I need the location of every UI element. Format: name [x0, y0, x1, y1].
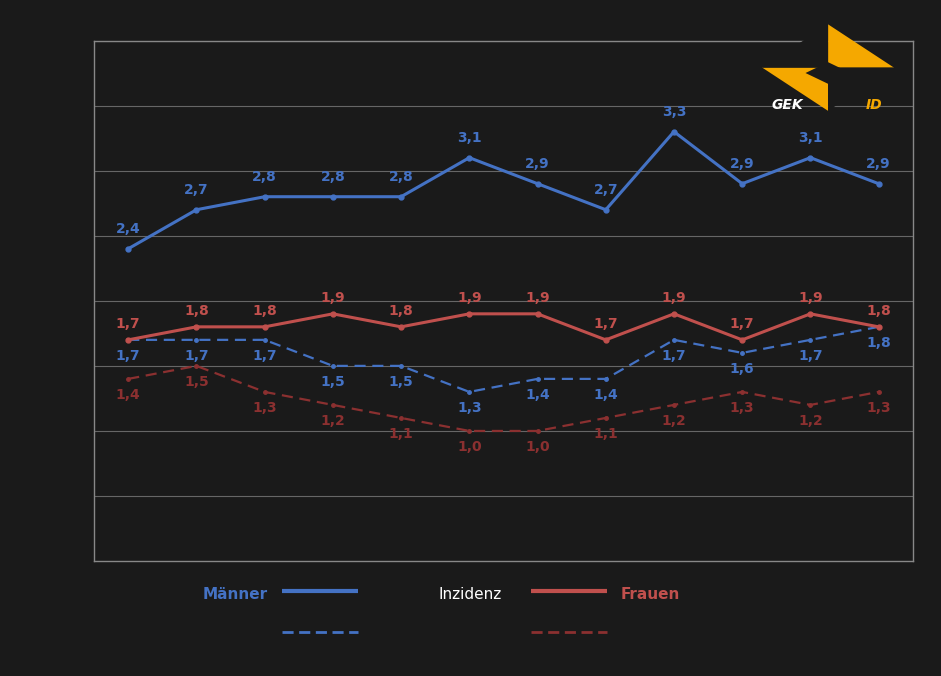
Text: 3,1: 3,1	[457, 130, 482, 145]
Text: 1,7: 1,7	[594, 317, 618, 331]
Text: 2,9: 2,9	[730, 157, 755, 170]
Text: 1,4: 1,4	[116, 388, 140, 402]
Text: 1,9: 1,9	[798, 291, 822, 305]
Text: 1,3: 1,3	[252, 401, 277, 415]
Text: 1,2: 1,2	[662, 414, 686, 428]
Text: 1,8: 1,8	[252, 304, 277, 318]
Text: 1,0: 1,0	[525, 440, 550, 454]
Text: 1,8: 1,8	[867, 304, 891, 318]
Text: 3,1: 3,1	[798, 130, 822, 145]
Text: Frauen: Frauen	[621, 587, 680, 602]
Text: 1,1: 1,1	[389, 427, 413, 441]
Text: 3,3: 3,3	[662, 105, 686, 118]
Text: 2,7: 2,7	[184, 183, 209, 197]
Text: 1,7: 1,7	[798, 349, 822, 363]
Text: 1,9: 1,9	[662, 291, 686, 305]
Text: 2,8: 2,8	[252, 170, 277, 184]
Text: ID: ID	[866, 98, 883, 112]
Polygon shape	[805, 62, 851, 84]
Text: 2,8: 2,8	[389, 170, 413, 184]
Text: 1,7: 1,7	[662, 349, 686, 363]
Text: 1,3: 1,3	[457, 401, 482, 415]
Text: 1,0: 1,0	[457, 440, 482, 454]
Text: 1,9: 1,9	[321, 291, 345, 305]
Text: GEK: GEK	[772, 98, 804, 112]
Text: 2,4: 2,4	[116, 222, 140, 236]
Text: 1,8: 1,8	[867, 336, 891, 350]
Text: 1,5: 1,5	[184, 375, 209, 389]
Text: 1,3: 1,3	[730, 401, 755, 415]
Polygon shape	[828, 24, 894, 68]
Text: 1,7: 1,7	[116, 317, 140, 331]
Text: Inzidenz: Inzidenz	[439, 587, 502, 602]
Text: 2,7: 2,7	[594, 183, 618, 197]
Text: 1,2: 1,2	[798, 414, 822, 428]
Text: 1,7: 1,7	[730, 317, 755, 331]
Text: 1,2: 1,2	[321, 414, 345, 428]
Polygon shape	[762, 68, 828, 111]
Text: 1,7: 1,7	[252, 349, 277, 363]
Polygon shape	[762, 24, 828, 68]
Text: 1,5: 1,5	[321, 375, 345, 389]
Text: 1,9: 1,9	[457, 291, 482, 305]
Text: 2,9: 2,9	[867, 157, 891, 170]
Text: 1,8: 1,8	[389, 304, 413, 318]
Text: 2,9: 2,9	[525, 157, 550, 170]
Text: 1,3: 1,3	[867, 401, 891, 415]
Text: Männer: Männer	[203, 587, 268, 602]
Text: 1,6: 1,6	[730, 362, 755, 376]
Text: 1,1: 1,1	[594, 427, 618, 441]
Text: 1,4: 1,4	[525, 388, 550, 402]
Text: 1,7: 1,7	[116, 349, 140, 363]
Text: 1,7: 1,7	[184, 349, 209, 363]
Text: 2,8: 2,8	[321, 170, 345, 184]
Polygon shape	[828, 68, 894, 111]
Text: 1,9: 1,9	[525, 291, 550, 305]
Text: 1,8: 1,8	[184, 304, 209, 318]
Text: 1,4: 1,4	[594, 388, 618, 402]
Text: 1,5: 1,5	[389, 375, 413, 389]
